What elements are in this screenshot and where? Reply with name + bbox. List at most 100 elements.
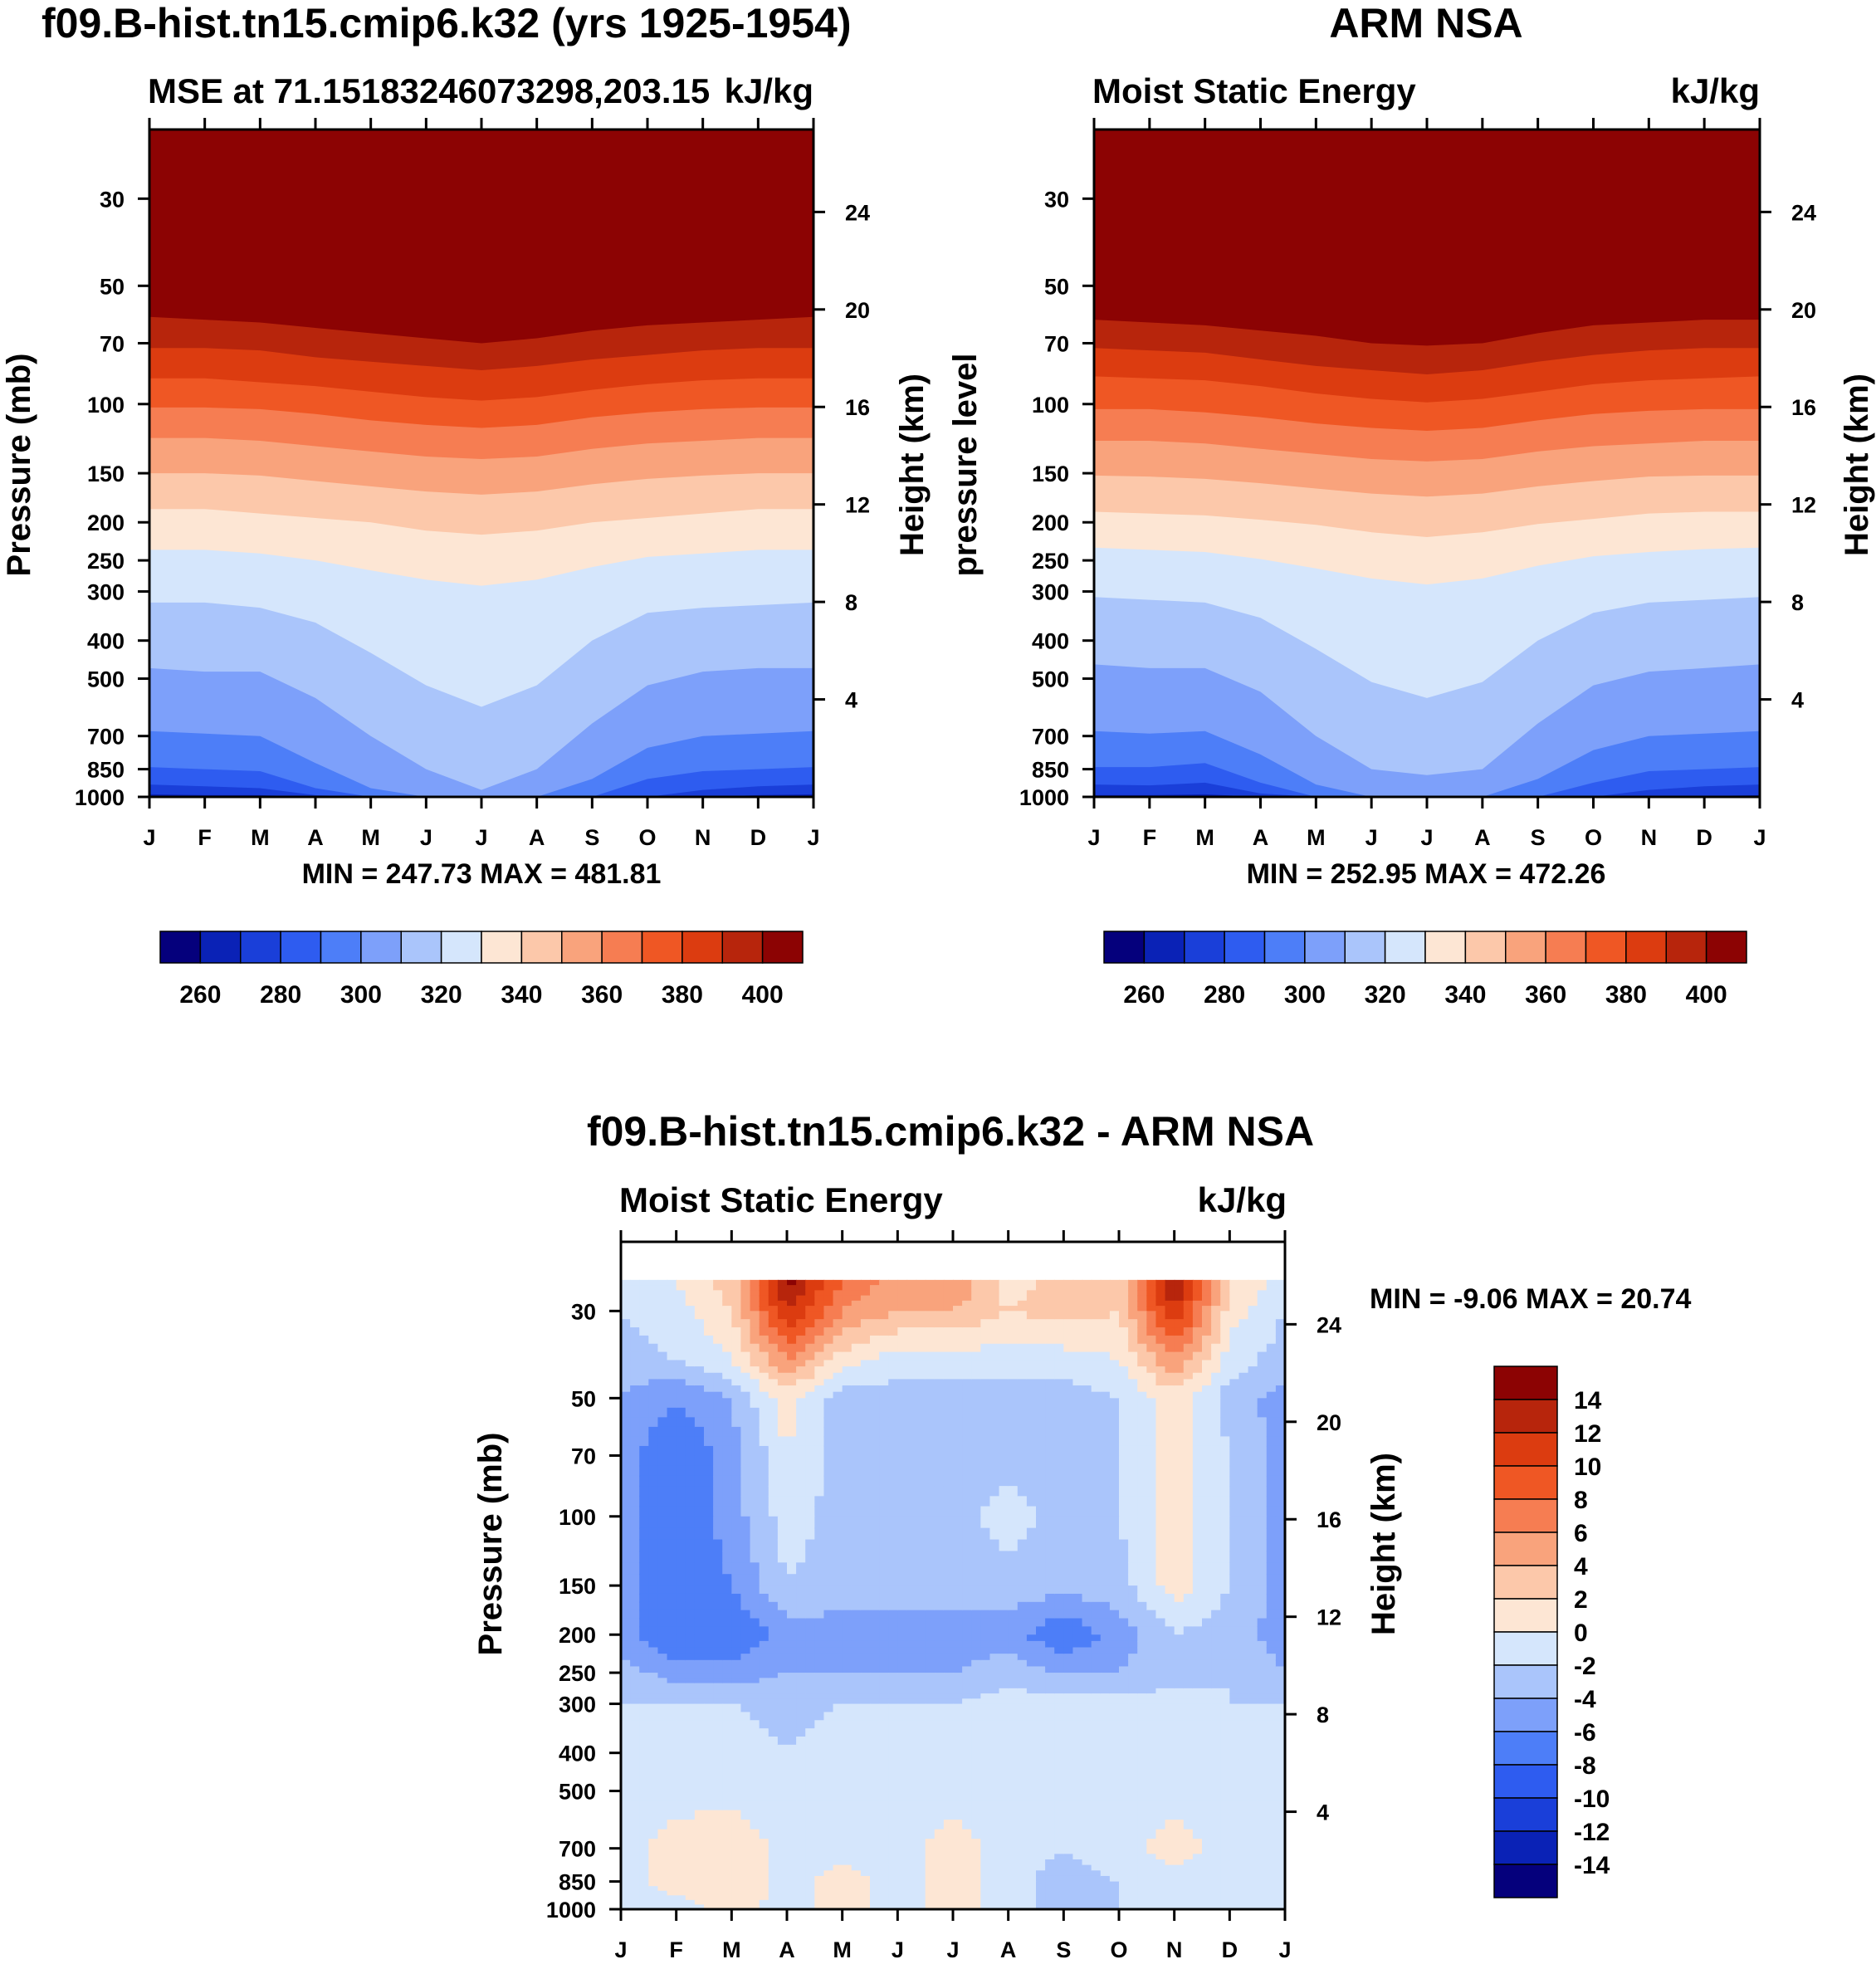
field-cell xyxy=(685,1698,696,1705)
field-cell xyxy=(814,1678,825,1684)
field-cell xyxy=(1238,1295,1249,1302)
contour-band xyxy=(1094,763,1760,797)
field-cell xyxy=(971,1712,982,1722)
field-cell xyxy=(1072,1712,1083,1722)
field-cell xyxy=(1017,1506,1028,1517)
field-cell xyxy=(704,1279,714,1286)
field-cell xyxy=(962,1360,973,1367)
field-cell xyxy=(621,1610,631,1620)
field-cell xyxy=(1202,1593,1212,1603)
field-cell xyxy=(722,1601,733,1611)
field-cell xyxy=(1229,1407,1240,1419)
field-cell xyxy=(897,1688,908,1694)
field-cell xyxy=(1054,1634,1065,1642)
field-cell xyxy=(833,1366,843,1374)
field-cell xyxy=(906,1327,917,1336)
field-cell xyxy=(667,1455,677,1467)
field-cell xyxy=(630,1640,641,1649)
field-cell xyxy=(621,1712,631,1722)
field-cell xyxy=(796,1436,807,1447)
field-cell xyxy=(1036,1720,1046,1729)
field-cell xyxy=(667,1647,677,1654)
field-cell xyxy=(1183,1683,1194,1689)
field-cell xyxy=(648,1634,659,1642)
field-cell xyxy=(1257,1445,1268,1457)
field-cell xyxy=(943,1426,954,1438)
field-cell xyxy=(1248,1426,1258,1438)
field-cell xyxy=(980,1673,991,1679)
field-cell xyxy=(731,1496,742,1507)
field-cell xyxy=(851,1640,862,1649)
field-cell xyxy=(1183,1506,1194,1517)
field-cell xyxy=(722,1626,733,1636)
field-cell xyxy=(916,1693,926,1700)
field-cell xyxy=(906,1720,917,1729)
field-cell xyxy=(842,1516,853,1529)
field-cell xyxy=(796,1678,807,1684)
field-cell xyxy=(1192,1417,1203,1428)
field-cell xyxy=(999,1306,1009,1312)
field-cell xyxy=(814,1306,825,1312)
field-cell xyxy=(1119,1659,1129,1668)
field-cell xyxy=(1109,1516,1120,1529)
field-cell xyxy=(1072,1771,1083,1780)
field-cell xyxy=(1202,1366,1212,1374)
field-cell xyxy=(796,1407,807,1419)
field-cell xyxy=(1008,1585,1019,1595)
field-cell xyxy=(759,1300,769,1307)
field-cell xyxy=(621,1351,631,1361)
field-cell xyxy=(943,1417,954,1428)
field-cell xyxy=(740,1343,751,1353)
field-cell xyxy=(823,1634,834,1642)
field-cell xyxy=(639,1752,650,1761)
field-cell xyxy=(1174,1311,1185,1320)
field-cell xyxy=(925,1666,936,1673)
field-cell xyxy=(1146,1465,1157,1477)
field-cell xyxy=(639,1417,650,1428)
field-cell xyxy=(1248,1300,1258,1307)
field-cell xyxy=(713,1647,724,1654)
field-cell xyxy=(1109,1673,1120,1679)
field-cell xyxy=(897,1391,908,1400)
field-cell xyxy=(934,1343,945,1353)
field-cell xyxy=(1072,1311,1083,1320)
field-cell xyxy=(1220,1693,1231,1700)
field-cell xyxy=(953,1626,963,1636)
field-cell xyxy=(722,1311,733,1320)
field-cell xyxy=(639,1585,650,1595)
field-cell xyxy=(796,1683,807,1689)
field-cell xyxy=(1183,1343,1194,1353)
field-cell xyxy=(805,1379,816,1386)
field-cell xyxy=(814,1391,825,1400)
field-cell xyxy=(1174,1688,1185,1694)
field-cell xyxy=(1008,1527,1019,1541)
field-cell xyxy=(657,1601,668,1611)
field-cell xyxy=(796,1527,807,1541)
field-cell xyxy=(1119,1295,1129,1302)
field-cell xyxy=(906,1290,917,1297)
field-cell xyxy=(1109,1445,1120,1457)
field-cell xyxy=(805,1285,816,1292)
field-cell xyxy=(989,1736,1000,1746)
field-cell xyxy=(1275,1436,1285,1447)
field-cell xyxy=(740,1585,751,1595)
field-cell xyxy=(833,1295,843,1302)
field-cell xyxy=(1211,1426,1222,1438)
field-cell xyxy=(962,1585,973,1595)
field-cell xyxy=(833,1683,843,1689)
field-cell xyxy=(1017,1300,1028,1307)
field-cell xyxy=(934,1379,945,1386)
field-cell xyxy=(796,1455,807,1467)
field-cell xyxy=(1211,1285,1222,1292)
field-cell xyxy=(888,1366,899,1374)
field-cell xyxy=(906,1683,917,1689)
field-cell xyxy=(1174,1372,1185,1380)
field-cell xyxy=(943,1778,954,1786)
field-cell xyxy=(925,1712,936,1722)
field-cell xyxy=(962,1698,973,1705)
field-cell xyxy=(916,1290,926,1297)
field-cell xyxy=(1257,1551,1268,1564)
field-cell xyxy=(722,1319,733,1328)
field-cell xyxy=(833,1372,843,1380)
